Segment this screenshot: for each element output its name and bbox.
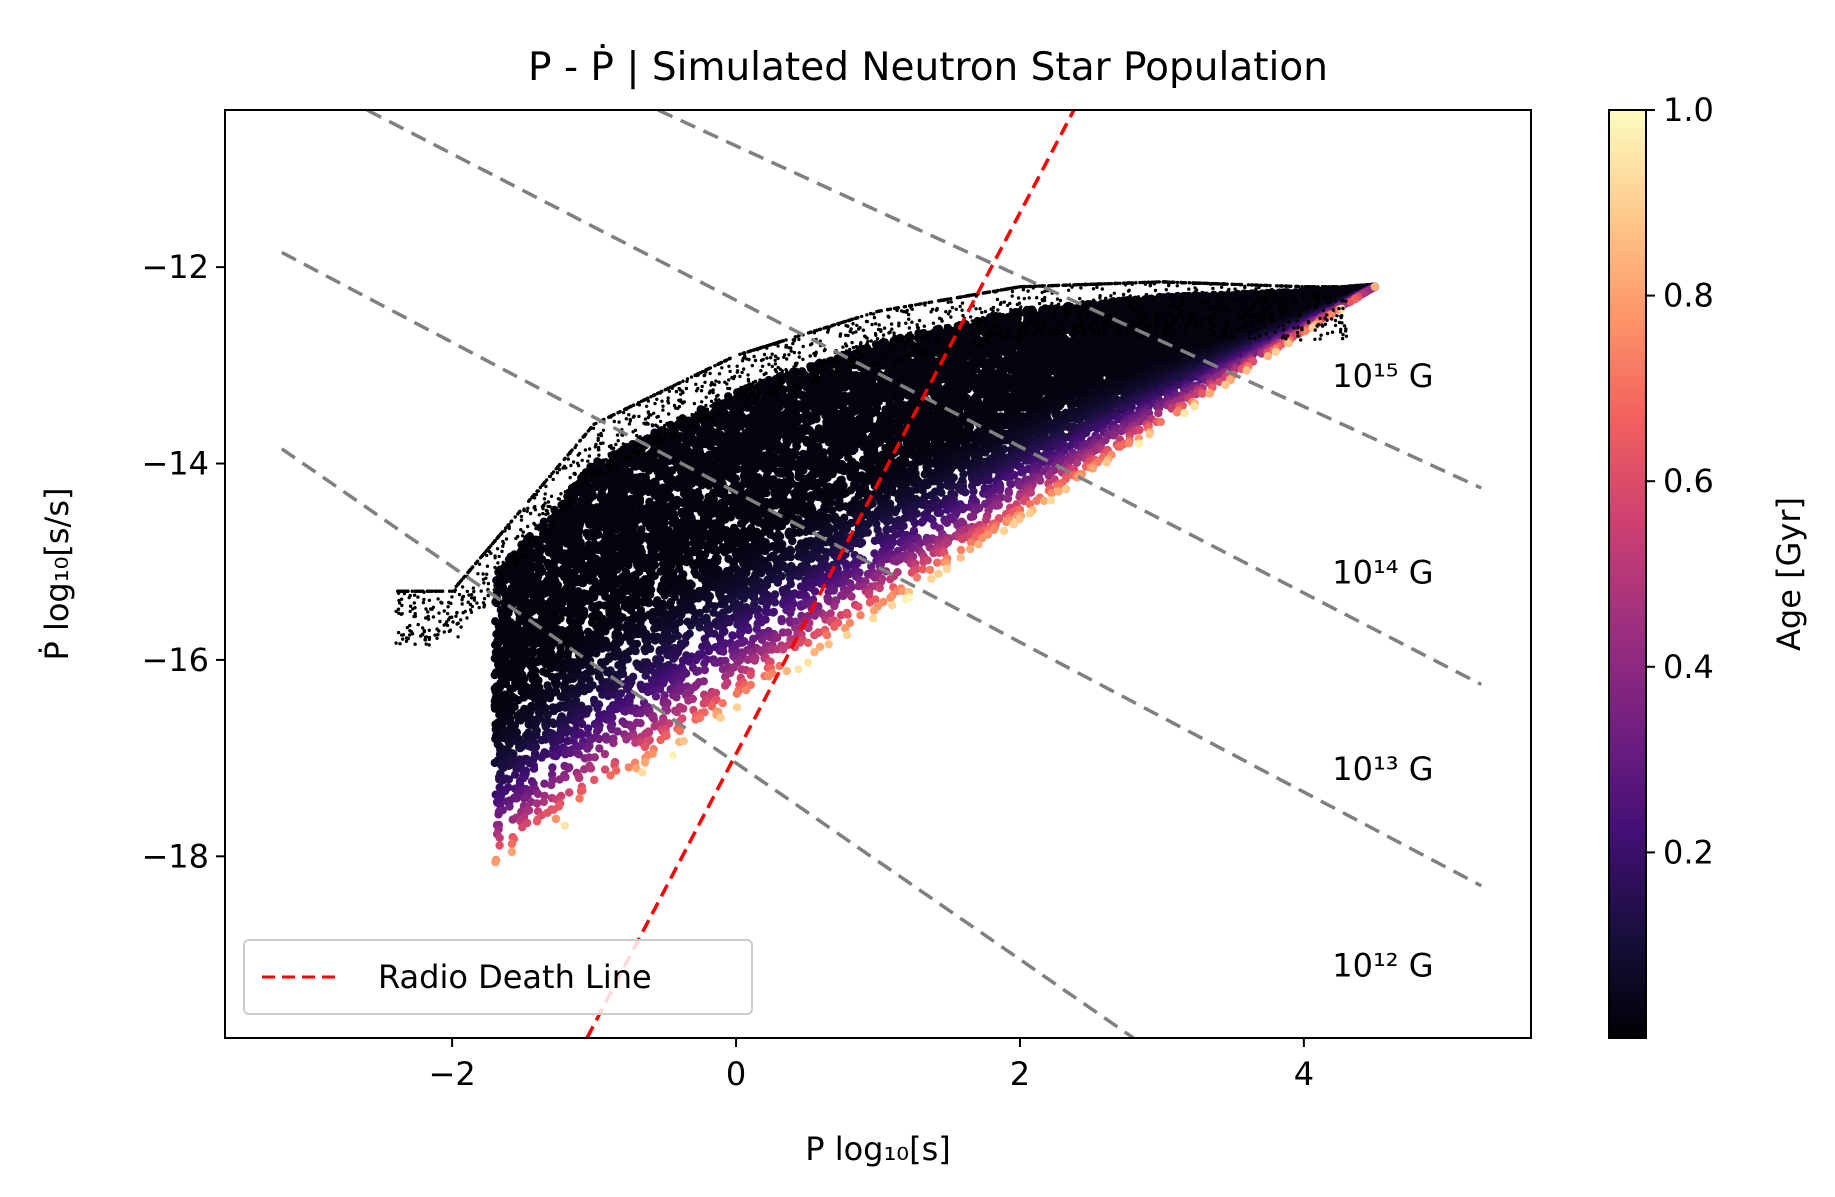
data-point [704, 481, 714, 490]
scatter-points [394, 280, 1380, 867]
data-point [698, 540, 707, 550]
data-point [679, 489, 689, 498]
plot-area [280, 110, 1483, 1038]
chart-title: P - Ṗ | Simulated Neutron Star Populatio… [528, 44, 1328, 90]
